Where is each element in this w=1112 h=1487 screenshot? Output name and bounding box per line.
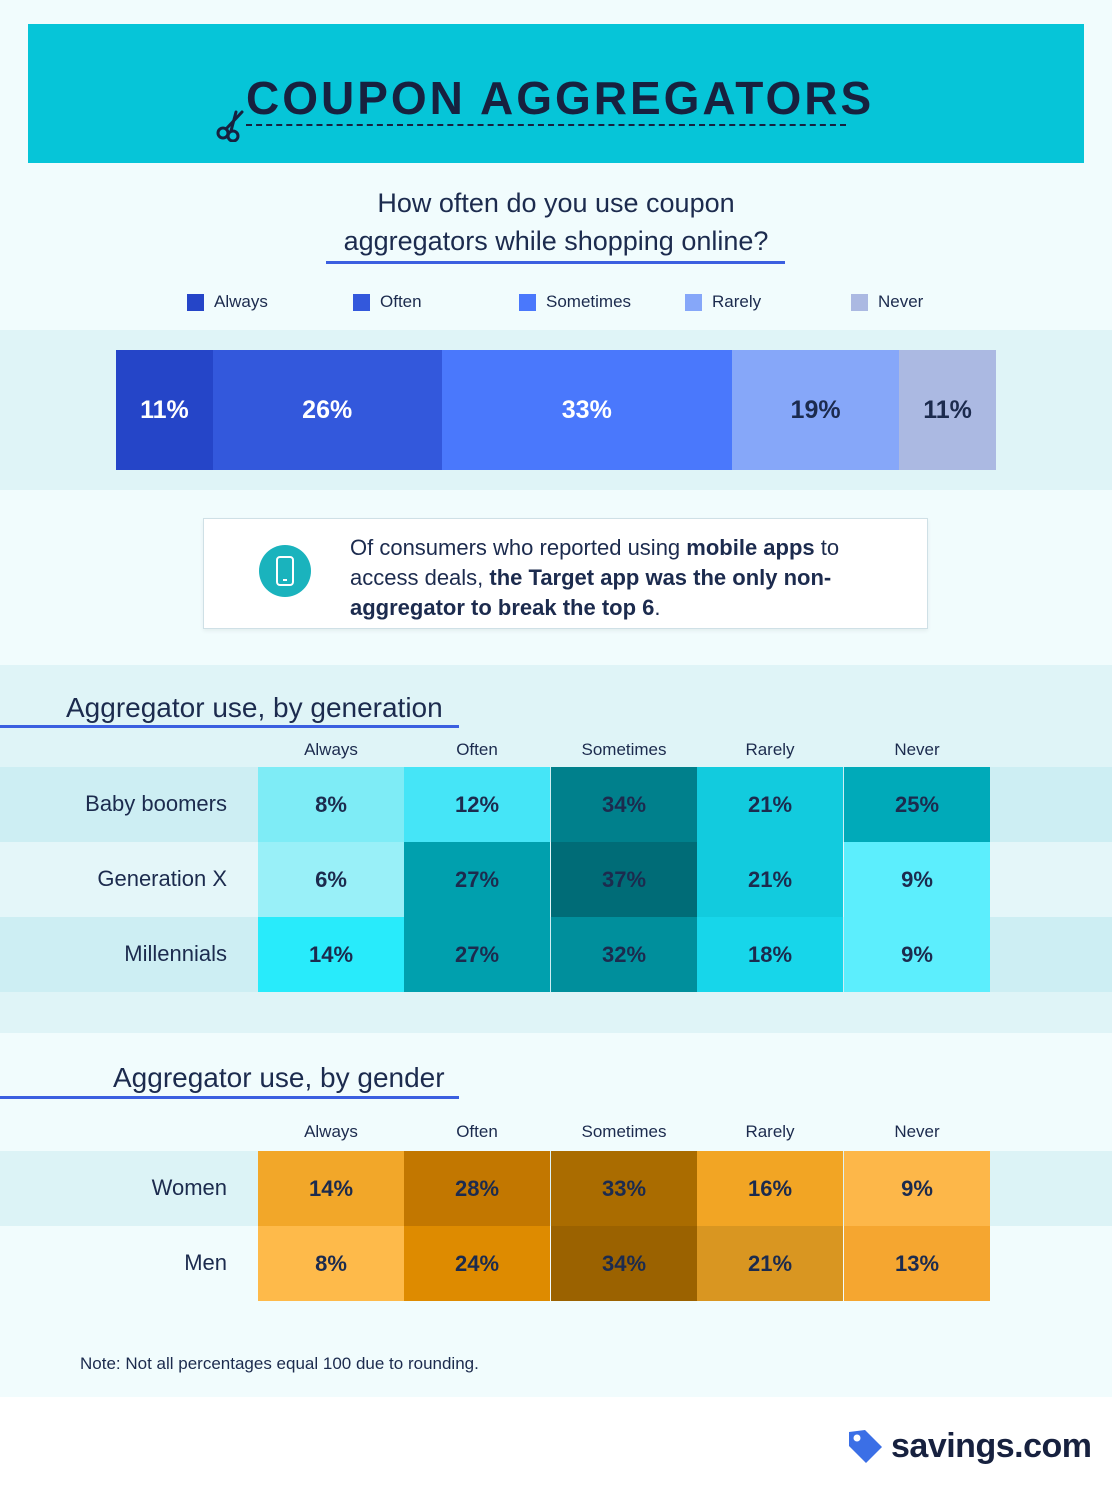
generation-title-underline (0, 725, 459, 728)
stacked-bar-chart: 11% 26% 33% 19% 11% (116, 350, 996, 470)
legend-label: Always (214, 292, 268, 311)
heatmap-cell: 14% (258, 1151, 404, 1226)
footnote: Note: Not all percentages equal 100 due … (80, 1354, 479, 1373)
row-label: Baby boomers (85, 791, 227, 816)
column-header-rarely: Rarely (745, 1122, 795, 1141)
bar-segment-often: 26% (212, 350, 442, 470)
header-banner: COUPON AGGREGATORS (28, 24, 1084, 163)
bar-segment-never: 11% (899, 350, 996, 470)
generation-title: Aggregator use, by generation (66, 692, 443, 723)
page-title: COUPON AGGREGATORS (246, 72, 875, 124)
chart-legend: Always Often Sometimes Rarely Never (0, 292, 1112, 320)
heatmap-cell: 18% (697, 917, 843, 992)
callout-text: Of consumers who reported using mobile a… (350, 533, 910, 623)
heatmap-cell: 21% (697, 1226, 843, 1301)
question-line-2: aggregators while shopping online? (343, 226, 769, 256)
heatmap-cell: 34% (551, 1226, 697, 1301)
heatmap-cell: 27% (404, 842, 550, 917)
heatmap-cell: 8% (258, 767, 404, 842)
legend-swatch (353, 293, 370, 311)
price-tag-icon (849, 1430, 882, 1463)
chart-question: How often do you use coupon aggregators … (0, 184, 1112, 260)
heatmap-cell: 32% (551, 917, 697, 992)
heatmap-cell: 16% (697, 1151, 843, 1226)
heatmap-cell: 6% (258, 842, 404, 917)
heatmap-cell: 9% (844, 842, 990, 917)
question-line-1: How often do you use coupon (377, 188, 735, 218)
heatmap-cell: 33% (551, 1151, 697, 1226)
callout-text-1: Of consumers who reported using (350, 535, 687, 560)
column-header-never: Never (894, 1122, 940, 1141)
callout-bold-2: the Target app was the only non-aggregat… (350, 565, 832, 620)
heatmap-cell: 13% (844, 1226, 990, 1301)
bar-segment-always: 11% (116, 350, 213, 470)
question-underline (326, 261, 785, 264)
bar-segment-sometimes: 33% (441, 350, 732, 470)
callout-bold-1: mobile apps (686, 535, 815, 560)
column-header-always: Always (304, 740, 358, 759)
heatmap-cell: 27% (404, 917, 550, 992)
footer (0, 1397, 1112, 1487)
heatmap-cell: 21% (697, 767, 843, 842)
gender-title: Aggregator use, by gender (113, 1062, 445, 1093)
callout-text-3: . (654, 595, 661, 620)
column-header-never: Never (894, 740, 940, 759)
legend-item-often: Often (353, 292, 422, 312)
column-header-sometimes: Sometimes (581, 740, 667, 759)
legend-item-always: Always (187, 292, 268, 312)
header-dashed-line (246, 124, 846, 126)
legend-item-rarely: Rarely (685, 292, 761, 312)
legend-label: Rarely (712, 292, 762, 311)
mobile-phone-icon (259, 545, 311, 597)
heatmap-cell: 28% (404, 1151, 550, 1226)
legend-item-never: Never (851, 292, 923, 312)
heatmap-cell: 14% (258, 917, 404, 992)
row-label: Generation X (97, 866, 227, 891)
brand-logo[interactable]: savings.com (845, 1425, 1092, 1467)
legend-label: Often (380, 292, 422, 311)
row-label: Women (151, 1175, 227, 1200)
gender-title-underline (0, 1096, 459, 1099)
heatmap-cell: 9% (844, 917, 990, 992)
heatmap-cell: 8% (258, 1226, 404, 1301)
column-header-sometimes: Sometimes (581, 1122, 667, 1141)
heatmap-cell: 9% (844, 1151, 990, 1226)
heatmap-cell: 37% (551, 842, 697, 917)
legend-swatch (519, 293, 536, 311)
bar-segment-rarely: 19% (731, 350, 900, 470)
heatmap-cell: 21% (697, 842, 843, 917)
brand-name: savings.com (891, 1426, 1092, 1465)
legend-swatch (187, 293, 204, 311)
row-label: Millennials (124, 941, 227, 966)
column-header-always: Always (304, 1122, 358, 1141)
column-header-often: Often (456, 740, 498, 759)
row-label: Men (184, 1250, 227, 1275)
legend-item-sometimes: Sometimes (519, 292, 631, 312)
heatmap-cell: 12% (404, 767, 550, 842)
column-header-rarely: Rarely (745, 740, 795, 759)
callout-box: Of consumers who reported using mobile a… (203, 518, 928, 629)
heatmap-cell: 25% (844, 767, 990, 842)
legend-swatch (851, 293, 868, 311)
heatmap-cell: 34% (551, 767, 697, 842)
column-header-often: Often (456, 1122, 498, 1141)
legend-swatch (685, 293, 702, 311)
legend-label: Never (878, 292, 924, 311)
heatmap-cell: 24% (404, 1226, 550, 1301)
legend-label: Sometimes (546, 292, 632, 311)
scissors-icon (216, 110, 244, 142)
callout-text-2: to access deals, (350, 535, 840, 590)
